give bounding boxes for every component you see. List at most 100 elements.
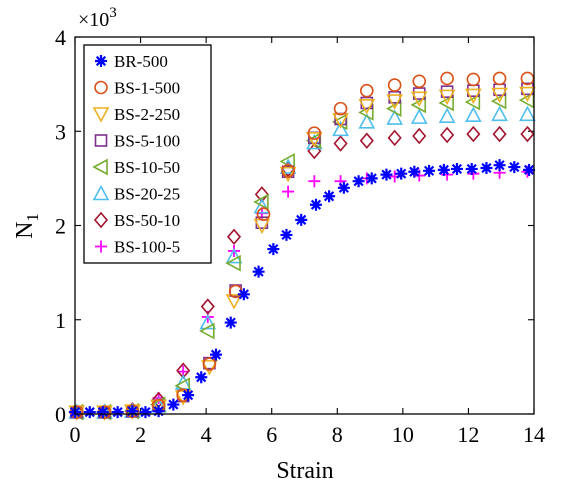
data-point [491, 105, 508, 122]
data-point [323, 190, 336, 203]
data-point [410, 96, 427, 114]
data-point [282, 185, 295, 198]
data-point [176, 362, 191, 379]
x-tick-label: 4 [201, 422, 212, 447]
legend-marker [92, 184, 110, 201]
data-point [256, 207, 271, 221]
data-point [237, 288, 250, 301]
legend-label: BS-10-50 [114, 158, 180, 177]
legend-item: BS-5-100 [94, 132, 180, 151]
data-point [480, 162, 493, 175]
data-point [386, 109, 404, 125]
data-point [408, 165, 421, 178]
legend-label: BS-20-25 [114, 185, 180, 204]
data-point [437, 163, 450, 176]
data-point [423, 164, 436, 177]
data-point [295, 213, 308, 226]
legend-label: BS-100-5 [114, 238, 180, 257]
data-point [387, 129, 402, 147]
data-point [96, 406, 109, 419]
y-tick-label: 2 [55, 214, 66, 239]
data-point [519, 86, 536, 103]
legend-label: BS-5-100 [114, 132, 180, 151]
data-point [395, 167, 408, 180]
y-axis-title-subscript: 1 [23, 213, 42, 222]
data-point [465, 106, 482, 123]
data-point [252, 265, 265, 278]
data-point [200, 298, 215, 315]
data-point [464, 93, 481, 111]
data-point [226, 228, 242, 246]
legend-marker [92, 107, 110, 123]
legend-item: BR-500 [95, 52, 168, 71]
data-point [438, 107, 456, 123]
data-point [520, 125, 535, 143]
data-point [466, 72, 481, 87]
data-point [152, 405, 165, 418]
x-tick-label: 10 [392, 422, 414, 447]
data-point [385, 100, 402, 117]
y-tick-label: 3 [55, 119, 66, 144]
data-point [308, 175, 321, 188]
legend-marker [94, 134, 108, 147]
legend-label: BR-500 [114, 52, 168, 71]
data-point [440, 126, 455, 144]
data-point [309, 198, 322, 211]
y-axis-title: N1 [12, 213, 42, 239]
y-axis-multiplier: ×103 [78, 5, 117, 31]
data-point [440, 71, 454, 86]
data-point [182, 389, 195, 402]
data-point [333, 101, 348, 116]
data-point [195, 371, 208, 384]
data-point [332, 120, 349, 137]
data-points [67, 71, 536, 421]
data-point [199, 322, 215, 340]
data-point [358, 99, 376, 115]
data-point [279, 166, 297, 183]
legend-item: BS-10-50 [92, 158, 180, 177]
data-point [280, 228, 293, 241]
legend-marker [94, 80, 108, 95]
x-tick-label: 8 [332, 422, 343, 447]
x-tick-labels: 0 2 4 6 8 10 12 14 [70, 422, 546, 447]
data-point [225, 254, 241, 272]
data-point [199, 313, 217, 330]
data-point [254, 186, 269, 203]
data-point [492, 71, 507, 86]
legend-box [83, 44, 212, 264]
data-point [387, 78, 402, 92]
legend-label: BS-2-250 [114, 105, 180, 124]
data-point [352, 175, 365, 188]
series-BR-500 [69, 159, 536, 419]
legend-marker [92, 158, 108, 176]
data-point [307, 126, 322, 140]
data-point [126, 405, 139, 418]
data-point [438, 89, 456, 106]
data-point [202, 357, 217, 371]
data-point [167, 398, 180, 411]
data-point [333, 135, 348, 152]
y-tick-label: 4 [55, 25, 66, 50]
plot-area-frame [74, 36, 535, 415]
x-tick-label: 12 [457, 422, 479, 447]
data-point [466, 125, 481, 143]
data-point [492, 125, 507, 143]
data-point [359, 83, 374, 98]
data-point [365, 172, 378, 185]
x-tick-label: 14 [523, 422, 545, 447]
legend-marker [95, 55, 107, 67]
legend-item: BS-20-25 [92, 184, 180, 204]
data-point [410, 108, 428, 124]
legend-marker [95, 240, 107, 253]
data-point [253, 193, 269, 211]
x-tick-label: 2 [135, 422, 146, 447]
data-point [493, 159, 506, 172]
data-point [253, 197, 271, 214]
data-point [438, 94, 454, 112]
legend-item: BS-2-250 [92, 105, 180, 124]
data-point [490, 92, 507, 110]
legend-label: BS-1-500 [114, 79, 180, 98]
data-point [225, 294, 243, 310]
legend-item: BS-100-5 [95, 238, 180, 257]
data-point [412, 74, 427, 89]
